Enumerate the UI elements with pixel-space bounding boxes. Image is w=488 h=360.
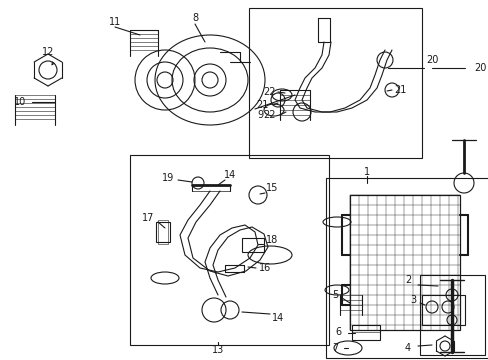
Text: 20: 20 [473, 63, 485, 73]
Text: 8: 8 [192, 13, 198, 23]
Text: 14: 14 [271, 313, 284, 323]
Text: 6: 6 [334, 327, 340, 337]
Bar [419, 275, 484, 355]
Text: 19: 19 [162, 173, 174, 183]
Text: 21: 21 [393, 85, 406, 95]
Text: 22: 22 [263, 110, 276, 120]
Bar [421, 295, 464, 325]
Text: 11: 11 [109, 17, 121, 27]
Text: 1: 1 [363, 167, 369, 177]
Text: 3: 3 [409, 295, 415, 305]
Text: 16: 16 [258, 263, 270, 273]
Bar [325, 178, 488, 358]
Text: 9: 9 [256, 110, 263, 120]
Text: 14: 14 [224, 170, 236, 180]
Bar [349, 195, 459, 330]
Text: 22: 22 [263, 87, 276, 97]
Text: 13: 13 [211, 345, 224, 355]
Text: 7: 7 [331, 343, 337, 353]
Text: 18: 18 [265, 235, 278, 245]
Bar [242, 238, 264, 252]
Text: 5: 5 [331, 290, 337, 300]
Text: 15: 15 [265, 183, 278, 193]
Bar [158, 220, 168, 244]
Text: 17: 17 [142, 213, 154, 223]
Bar [156, 222, 170, 242]
Bar [248, 8, 421, 158]
Text: 20: 20 [425, 55, 437, 65]
Text: 2: 2 [404, 275, 410, 285]
Text: 4: 4 [404, 343, 410, 353]
Text: 21: 21 [255, 100, 267, 110]
Text: 10: 10 [14, 97, 26, 107]
Bar [351, 325, 379, 340]
Bar [130, 155, 328, 345]
Text: 12: 12 [42, 47, 54, 57]
